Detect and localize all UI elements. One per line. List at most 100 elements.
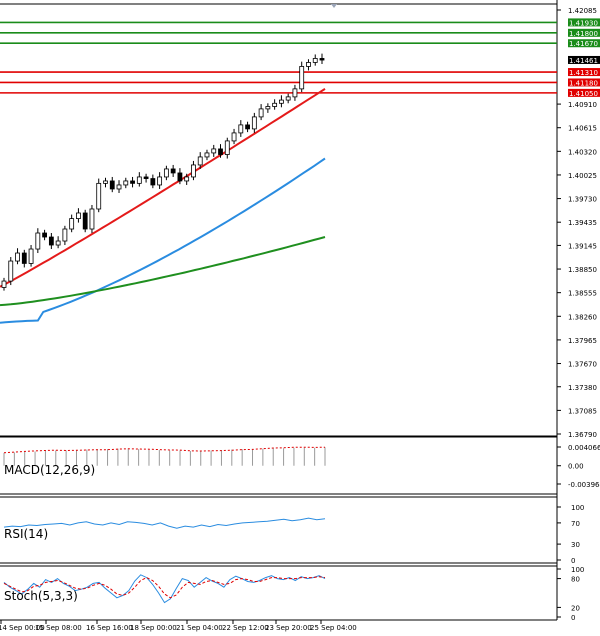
candle-body — [218, 148, 223, 155]
candle-body — [306, 62, 311, 67]
candle-body — [211, 148, 217, 154]
price-tick-label: 1.38260 — [568, 313, 597, 321]
macd-tick-label: 0.00 — [568, 463, 584, 471]
candle-body — [251, 116, 257, 130]
candle-body — [15, 252, 20, 262]
stoch-tick-label: 20 — [571, 604, 580, 612]
macd-tick-label: 0.004066 — [568, 444, 600, 452]
current-price-tag — [568, 55, 600, 64]
candle-body — [204, 152, 210, 158]
rsi-panel: 100 70 30 0 — [3, 504, 584, 565]
support-level-label: 1.41310 — [569, 69, 598, 77]
price-tick-label: 1.42085 — [568, 7, 597, 15]
candle-body — [245, 124, 250, 130]
resistance-level-label: 1.41800 — [569, 30, 598, 38]
candle-body — [319, 58, 325, 61]
candle-body — [55, 240, 61, 246]
candle-body — [163, 168, 169, 178]
x-tick-label: 14 Sep 00:00 — [0, 624, 45, 632]
resistance-level-label: 1.41930 — [569, 19, 598, 27]
candle-body — [136, 176, 142, 184]
candle-body — [258, 108, 264, 118]
price-tick-label: 1.40320 — [568, 148, 597, 156]
candle-body — [170, 168, 176, 174]
candle-body — [292, 88, 298, 98]
x-tick-label: 16 Sep 16:00 — [86, 624, 133, 632]
macd-panel: 0.004066 0.00 -0.003964 — [3, 444, 600, 489]
current-price-label: 1.41461 — [569, 57, 598, 65]
x-tick-label: 22 Sep 12:00 — [222, 624, 269, 632]
price-tick-label: 1.40615 — [568, 125, 597, 133]
candle-body — [82, 212, 88, 230]
candle-body — [157, 176, 163, 186]
resistance-level-tag — [568, 28, 600, 37]
price-tick-label: 1.38555 — [568, 290, 597, 298]
price-tick-label: 1.36790 — [568, 431, 597, 439]
price-tick-label: 1.39730 — [568, 196, 597, 204]
stoch-label: Stoch(5,3,3) — [4, 589, 78, 603]
price-tick-label: 1.37085 — [568, 407, 597, 415]
candle-body — [21, 252, 27, 264]
candle-body — [69, 218, 75, 230]
x-tick-label: 25 Sep 04:00 — [310, 624, 357, 632]
moving-average-line — [0, 88, 326, 288]
resistance-level-tag — [568, 39, 600, 48]
candle-body — [76, 212, 81, 219]
scroll-marker-icon — [331, 4, 337, 8]
candle-body — [265, 106, 271, 110]
x-tick-label: 21 Sep 04:00 — [176, 624, 223, 632]
candle-body — [177, 172, 183, 182]
candle-body — [191, 164, 196, 178]
candle-body — [184, 176, 190, 182]
candle-body — [224, 140, 230, 155]
price-panel: 1.42085 1.40910 1.40615 1.40320 1.40025 1.397… — [0, 7, 600, 439]
candle-body — [143, 176, 149, 179]
stoch-k-line — [3, 574, 326, 604]
candle-body — [109, 180, 115, 190]
stoch-d-line — [3, 576, 326, 599]
rsi-tick-label: 100 — [571, 504, 584, 512]
candle-body — [28, 248, 34, 264]
support-level-label: 1.41180 — [569, 79, 598, 87]
candle-body — [123, 180, 129, 186]
rsi-tick-label: 30 — [571, 541, 580, 549]
candle-body — [279, 99, 284, 104]
rsi-label: RSI(14) — [4, 527, 48, 541]
candle-body — [35, 232, 41, 250]
candle-body — [103, 180, 108, 184]
price-tick-label: 1.39435 — [568, 219, 597, 227]
panel-frames — [0, 0, 558, 621]
candle-body — [150, 178, 156, 186]
support-level-tag — [568, 68, 600, 77]
candle-body — [42, 232, 47, 238]
candle-body — [231, 132, 237, 142]
candle-body — [1, 280, 7, 288]
stochastic-panel: 100 80 20 0 — [3, 566, 584, 622]
candle-body — [96, 182, 102, 210]
price-tick-label: 1.37965 — [568, 337, 597, 345]
candle-body — [312, 58, 318, 63]
stoch-tick-label: 0 — [571, 614, 575, 622]
macd-signal-line — [3, 446, 326, 454]
candle-body — [238, 124, 244, 134]
candle-body — [8, 260, 14, 282]
macd-label: MACD(12,26,9) — [4, 463, 95, 477]
price-tick-label: 1.37380 — [568, 384, 597, 392]
candle-body — [48, 236, 54, 246]
support-level-label: 1.41050 — [569, 90, 598, 98]
stoch-tick-label: 80 — [571, 576, 580, 584]
x-tick-label: 15 Sep 08:00 — [35, 624, 82, 632]
x-tick-label: 18 Sep 00:00 — [130, 624, 177, 632]
price-tick-label: 1.40910 — [568, 101, 597, 109]
candle-body — [116, 184, 122, 190]
candle-body — [89, 208, 95, 230]
price-tick-label: 1.40025 — [568, 172, 597, 180]
candle-body — [299, 66, 305, 90]
candle-body — [130, 180, 135, 184]
price-tick-label: 1.37670 — [568, 361, 597, 369]
candle-body — [197, 156, 203, 166]
price-tick-label: 1.39145 — [568, 242, 597, 250]
candle-body — [285, 96, 291, 101]
resistance-level-label: 1.41670 — [569, 40, 598, 48]
